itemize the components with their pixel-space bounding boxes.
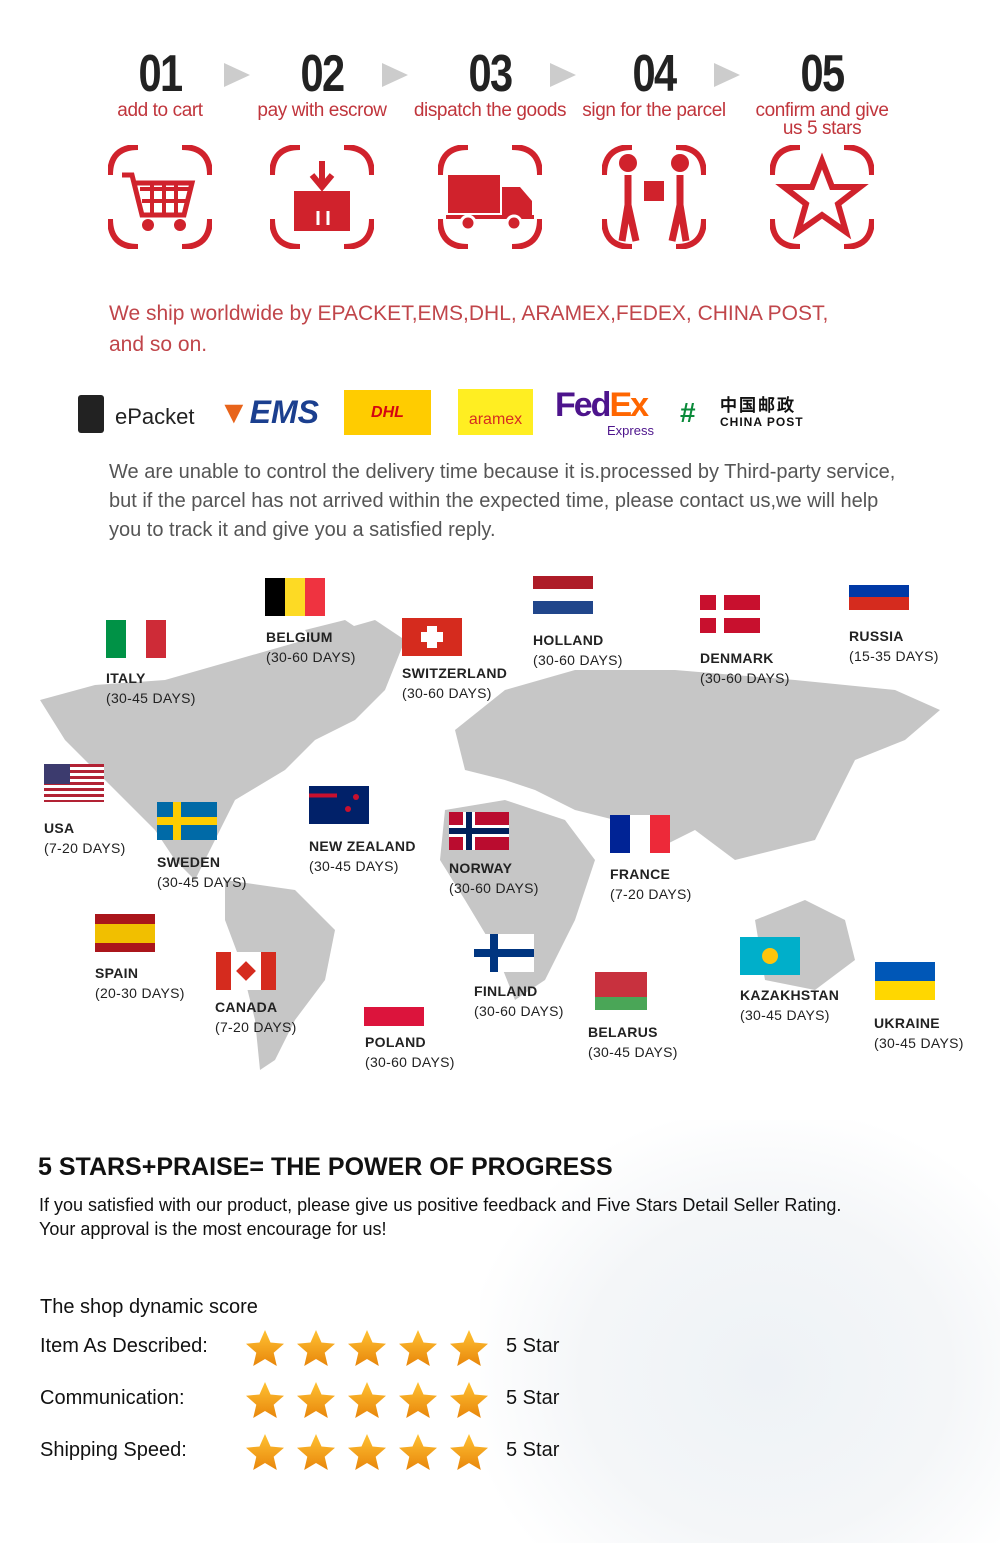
rating-star-icon [347,1380,387,1425]
ship-intro: We ship worldwide by [109,302,318,325]
flag-russia-icon [849,572,909,610]
handover-icon [602,145,706,249]
fedex-logo: FedEx [555,386,649,424]
delivery-note: We are unable to control the delivery ti… [109,461,896,541]
rating-star-icon [296,1380,336,1425]
score-label: Shipping Speed: [40,1439,187,1461]
flag-canada-icon [216,952,276,990]
step-arrow-icon [550,63,576,87]
praise-heading: 5 STARS+PRAISE= THE POWER OF PROGRESS [38,1153,613,1181]
step-arrow-icon [714,63,740,87]
rating-star-icon [296,1432,336,1477]
flag-norway-icon [449,812,509,850]
china-post-icon: # [680,397,696,428]
country-label: RUSSIA (15-35 DAYS) [849,628,939,664]
flag-ukraine-icon [875,962,935,1000]
country-label: BELGIUM (30-60 DAYS) [266,629,356,665]
rating-star-icon [347,1432,387,1477]
flag-belarus-icon [589,972,647,1010]
china-post-en: CHINA POST [720,415,804,429]
ship-tail: and so on. [109,333,208,356]
rating-star-icon [449,1328,489,1373]
country-label: FRANCE (7-20 DAYS) [610,866,692,902]
score-label: Item As Described: [40,1335,208,1357]
score-value: 5 Star [506,1439,560,1461]
country-label: NEW ZEALAND (30-45 DAYS) [309,838,416,874]
rating-star-icon [398,1328,438,1373]
epacket-logo-icon [78,395,104,433]
flag-usa-icon [44,764,104,802]
flag-new-zealand-icon [309,786,369,824]
score-label: Communication: [40,1387,185,1409]
flag-poland-icon [364,988,424,1026]
rating-star-icon [398,1432,438,1477]
country-label: SWEDEN (30-45 DAYS) [157,854,247,890]
country-label: UKRAINE (30-45 DAYS) [874,1015,964,1051]
flag-italy-icon [106,620,166,658]
star-icon [770,145,874,249]
rating-star-icon [245,1380,285,1425]
flag-switzerland-icon [402,618,462,656]
country-label: KAZAKHSTAN (30-45 DAYS) [740,987,840,1023]
country-label: BELARUS (30-45 DAYS) [588,1024,678,1060]
rating-star-icon [398,1380,438,1425]
cart-icon [108,145,212,249]
box-icon [270,145,374,249]
ems-logo: ▼EMS [218,394,320,430]
rating-star-icon [449,1432,489,1477]
step-label: sign for the parcel [582,100,726,121]
country-label: ITALY (30-45 DAYS) [106,670,196,706]
rating-star-icon [449,1380,489,1425]
step-arrow-icon [382,63,408,87]
country-label: POLAND (30-60 DAYS) [365,1034,455,1070]
step-number: 01 [138,45,183,103]
happy-people-photo [480,1120,1000,1543]
rating-star-icon [245,1432,285,1477]
carriers: EPACKET,EMS,DHL, ARAMEX,FEDEX, CHINA POS… [317,302,829,325]
praise-line2: Your approval is the most encourage for … [39,1219,387,1239]
flag-holland-icon [533,576,593,614]
rating-star-icon [296,1328,336,1373]
flag-finland-icon [474,934,534,972]
rating-star-icon [347,1328,387,1373]
score-value: 5 Star [506,1387,560,1409]
praise-line1: If you satisfied with our product, pleas… [39,1195,842,1215]
country-label: CANADA (7-20 DAYS) [215,999,297,1035]
flag-spain-icon [95,914,155,952]
china-post-cn: 中国邮政 [720,396,796,415]
fedex-express: Express [607,423,654,438]
step-number: 04 [632,45,677,103]
shipping-statement: We ship worldwide by EPACKET,EMS,DHL, AR… [109,298,909,360]
step-number: 03 [468,45,513,103]
flag-sweden-icon [157,802,217,840]
step-label: pay with escrow [257,100,387,121]
flag-france-icon [610,815,670,853]
flag-belgium-icon [265,578,325,616]
country-label: USA (7-20 DAYS) [44,820,126,856]
country-label: NORWAY (30-60 DAYS) [449,860,539,896]
flag-kazakhstan-icon [740,937,800,975]
score-value: 5 Star [506,1335,560,1357]
country-label: SPAIN (20-30 DAYS) [95,965,185,1001]
country-label: SWITZERLAND (30-60 DAYS) [402,665,508,701]
step-number: 05 [800,45,845,103]
rating-star-icon [245,1328,285,1373]
country-label: HOLLAND (30-60 DAYS) [533,632,623,668]
dhl-logo: DHL [344,390,431,435]
step-label: confirm and give us 5 stars [755,100,889,139]
epacket-logo: ePacket [115,404,195,429]
step-label: add to cart [117,100,203,121]
score-title: The shop dynamic score [40,1296,258,1318]
aramex-logo: aramex [458,389,533,435]
flag-denmark-icon [700,595,760,633]
step-arrow-icon [224,63,250,87]
step-number: 02 [300,45,345,103]
truck-icon [438,145,542,249]
step-label: dispatch the goods [413,100,567,121]
world-map [40,620,940,1070]
country-label: FINLAND (30-60 DAYS) [474,983,564,1019]
country-label: DENMARK (30-60 DAYS) [700,650,790,686]
